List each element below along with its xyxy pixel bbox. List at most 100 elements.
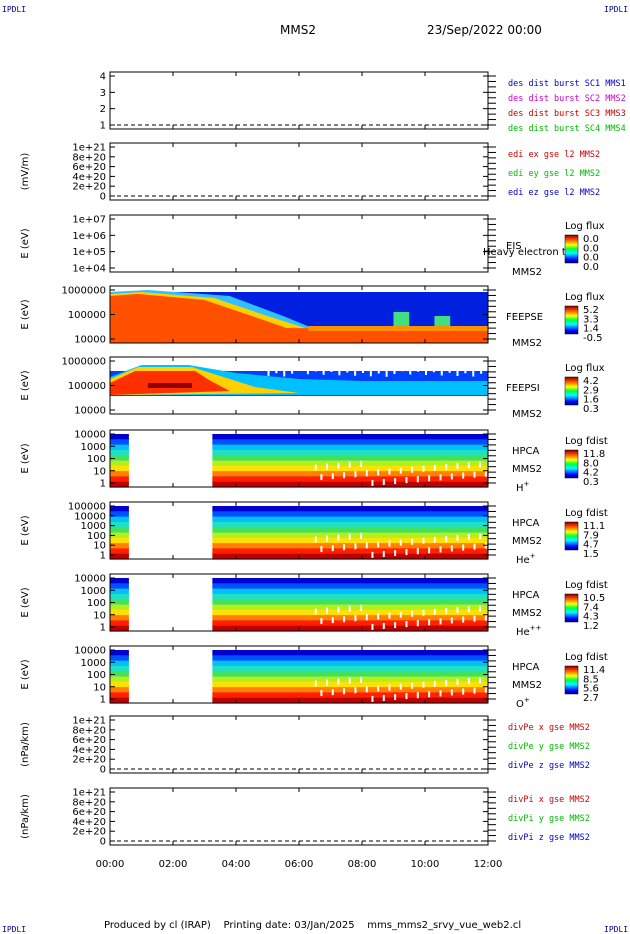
colorbar-value: 0.0 <box>583 243 599 254</box>
spectrogram-gap <box>445 607 448 614</box>
spectrogram-gap <box>445 535 448 542</box>
spectrogram-cell <box>212 620 488 627</box>
spectrogram-cell <box>212 660 488 667</box>
spectrogram-gap <box>417 365 420 372</box>
spectrogram-gap <box>462 472 465 479</box>
spectrogram-gap <box>369 370 372 377</box>
colorbar-value: 7.4 <box>583 602 599 613</box>
spectrogram-gap <box>479 461 482 468</box>
corner-label-top-right: IPDLI <box>604 5 629 14</box>
spectrogram-gap <box>371 623 374 630</box>
series-label: edi ey gse l2 MMS2 <box>508 169 600 179</box>
colorbar-value: 7.9 <box>583 530 599 541</box>
colorbar-value: 5.2 <box>583 305 599 316</box>
spectrogram-gap <box>306 368 309 375</box>
y-tick-label: 1 <box>100 121 106 132</box>
spectrogram-gap <box>399 611 402 618</box>
spectrogram-cell <box>212 583 488 590</box>
time-axis-label: 12:00 <box>474 859 503 870</box>
y-tick-label: 0 <box>100 765 106 776</box>
spectrogram-cell <box>212 548 488 555</box>
spectrogram-gap <box>377 469 380 476</box>
spectrogram-gap <box>388 468 391 475</box>
spectrogram-cell <box>110 506 129 512</box>
species-label: He+ <box>516 552 536 566</box>
spectrogram-cell <box>110 521 129 528</box>
colorbar <box>564 665 579 695</box>
y-tick-label: 1000000 <box>61 286 106 297</box>
spectrogram-gap <box>440 369 443 376</box>
spectrogram-gap <box>377 685 380 692</box>
spectrogram-gap <box>360 532 363 539</box>
spectrogram-gap <box>320 474 323 481</box>
panel-eis: 1e+07 1e+06 1e+05 1e+04 E (eV) EIS MMS2 Heavy e… <box>20 214 605 278</box>
spectrogram-gap <box>360 676 363 683</box>
y-tick-label: 0 <box>100 837 106 848</box>
y-tick-label: 4e+20 <box>72 172 106 183</box>
spectrogram-cell <box>110 655 129 662</box>
spectrogram-gap <box>462 544 465 551</box>
y-tick-label: 10000 <box>74 406 106 417</box>
y-axis-label: (nPa/km) <box>20 794 31 839</box>
instrument-label: HPCA <box>512 446 540 457</box>
spectrogram-gap <box>432 366 435 373</box>
spectrogram-gap <box>337 534 340 541</box>
y-axis-label: E (eV) <box>20 299 31 329</box>
y-axis-label: E (eV) <box>20 587 31 617</box>
spectrogram-gap <box>343 688 346 695</box>
y-tick-label: 1000 <box>81 586 106 597</box>
spectrogram-cell <box>110 681 129 688</box>
colorbar-value: 4.2 <box>583 376 599 387</box>
spectrogram-gap <box>422 681 425 688</box>
spectrogram-cell <box>212 588 488 595</box>
spectrogram-gap <box>314 536 317 543</box>
spectrogram-gap <box>346 366 349 373</box>
spectrogram-gap <box>371 551 374 558</box>
spectrogram-gap <box>428 619 431 626</box>
spectrogram-cell <box>212 455 488 462</box>
series-label: divPe y gse MMS2 <box>508 742 590 752</box>
colorbar-value: 8.5 <box>583 674 599 685</box>
spectrogram-gap <box>445 463 448 470</box>
panel-frame <box>109 787 489 846</box>
spectrogram-gap <box>416 476 419 483</box>
spectrogram-cell <box>110 455 129 462</box>
spectrogram-gap <box>382 550 385 557</box>
spectrogram-cell <box>110 588 129 595</box>
spectrogram-cell <box>212 615 488 621</box>
spectrogram-gap <box>275 367 278 374</box>
spectrogram-cell <box>110 543 129 549</box>
y-tick-label: 4e+20 <box>72 817 106 828</box>
colorbar-title: Log fdist <box>565 652 608 663</box>
series-label: edi ex gse l2 MMS2 <box>508 150 600 160</box>
spectrogram-cell <box>110 516 129 523</box>
colorbar-value: 5.6 <box>583 684 599 695</box>
spectrogram-cell <box>110 665 129 672</box>
time-axis-label: 06:00 <box>285 859 314 870</box>
y-tick-label: 1000 <box>81 442 106 453</box>
spectrogram-cell <box>212 481 488 488</box>
spectrogram-gap <box>472 370 475 377</box>
colorbar-value: 0.0 <box>583 234 599 245</box>
spectrogram-gap <box>456 535 459 541</box>
colorbar-title: Log fdist <box>565 436 608 447</box>
colorbar-value: 3.3 <box>583 314 599 325</box>
corner-label-bottom-right: IPDLI <box>604 925 629 934</box>
spectrogram-gap <box>464 367 467 374</box>
y-tick-label: 1e+06 <box>72 231 106 242</box>
spectrogram-gap <box>388 684 391 691</box>
spectrogram-gap <box>411 682 414 689</box>
spectrogram-gap <box>267 370 270 376</box>
spectrogram-gap <box>399 683 402 690</box>
instrument-label: FEEPSI <box>506 383 540 394</box>
spectrogram-gap <box>326 679 329 686</box>
spectrogram-gap <box>371 695 374 702</box>
series-label: des dist burst SC1 MMS1 <box>508 79 626 89</box>
series-label: divPe x gse MMS2 <box>508 723 590 733</box>
colorbar-value: 0.0 <box>583 253 599 264</box>
spacecraft-label: MMS2 <box>512 409 542 420</box>
spectrogram-cell <box>212 465 488 472</box>
spectrogram-cell <box>110 609 129 616</box>
